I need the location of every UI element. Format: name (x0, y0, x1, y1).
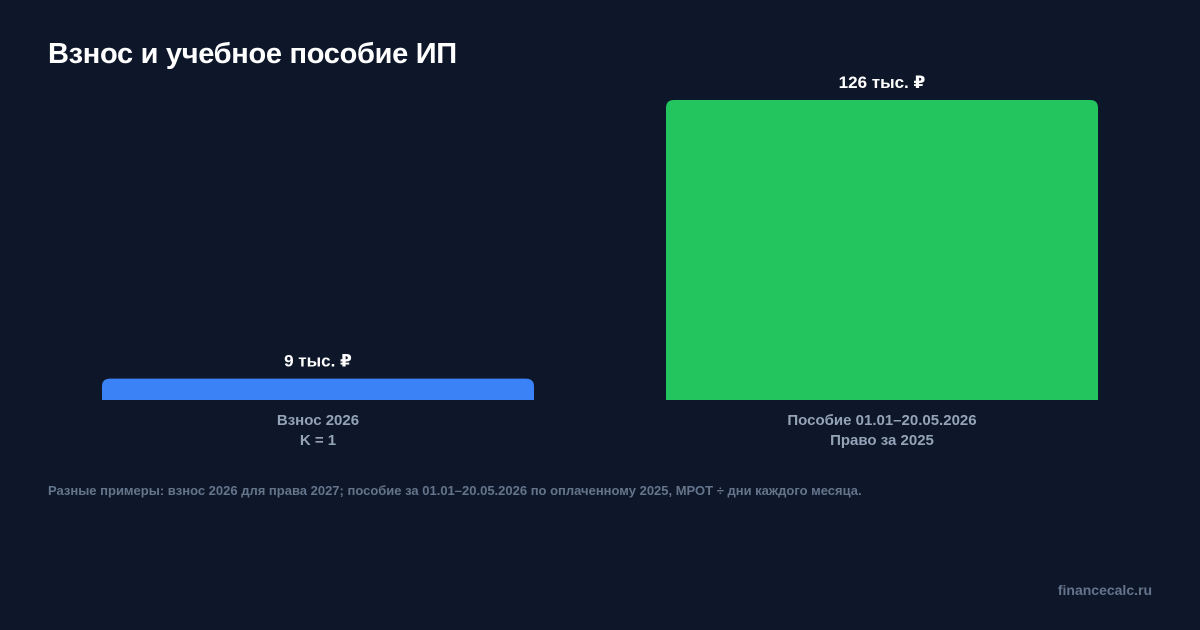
bar-chart: 9 тыс. ₽ Взнос 2026 K = 1 126 тыс. ₽ Пособие… (102, 73, 1098, 449)
site-brand: financecalc.ru (1057, 582, 1152, 598)
footnote: Разные примеры: взнос 2026 для права 202… (48, 483, 862, 498)
value-label-1: 9 тыс. ₽ (284, 352, 352, 371)
bar-2 (666, 100, 1098, 400)
category-label-1-line-2: K = 1 (300, 432, 336, 449)
chart-title: Взнос и учебное пособие ИП (48, 38, 457, 70)
category-label-2-line-1: Пособие 01.01–20.05.2026 (787, 412, 976, 429)
bar-1 (102, 378, 534, 400)
value-label-2: 126 тыс. ₽ (839, 73, 926, 92)
category-label-1-line-1: Взнос 2026 (277, 412, 359, 429)
category-label-2-line-2: Право за 2025 (830, 432, 934, 449)
